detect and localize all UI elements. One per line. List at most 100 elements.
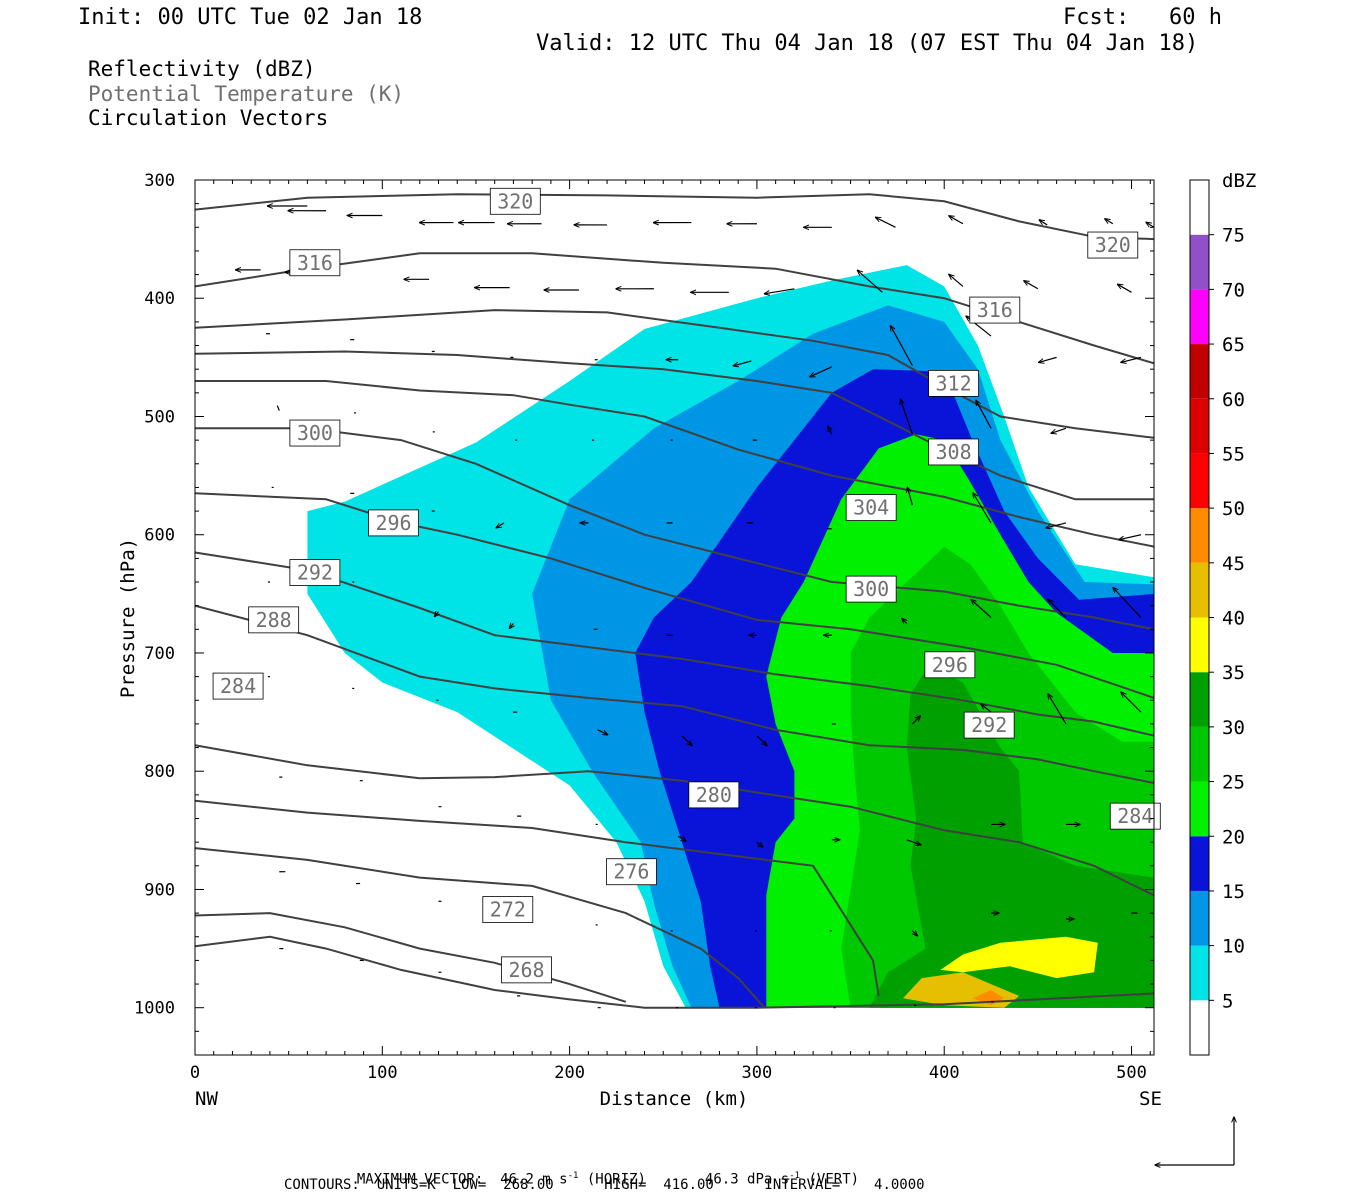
theta-contour-labels: 3203203163163123083043003002962962922922…: [212, 187, 1161, 984]
colorbar-bin: [1190, 398, 1209, 454]
colorbar-unit-label: dBZ: [1222, 170, 1256, 192]
plot-frame: [194, 179, 1155, 1056]
theta-contour-label: 292: [963, 711, 1015, 739]
theta-contour-label-text: 320: [1095, 233, 1131, 257]
circulation-vector: [1039, 356, 1057, 362]
theta-contour-label-text: 268: [508, 958, 544, 982]
horizontal-suffix: (HORIZ): [586, 1171, 646, 1188]
theta-contour-label: 284: [1109, 802, 1161, 830]
colorbar-tick-label: 55: [1222, 443, 1245, 465]
theta-contour-label: 276: [606, 858, 657, 886]
circulation-vector: [509, 623, 513, 628]
circulation-vector: [1105, 219, 1114, 225]
theta-contour-label: 320: [1087, 231, 1139, 259]
x-left-direction: NW: [195, 1088, 218, 1110]
vertical-max-exponent: -1: [789, 1171, 801, 1181]
colorbar-tick-label: 45: [1222, 553, 1245, 575]
circulation-vector: [949, 274, 964, 287]
theta-contour-label-text: 276: [613, 860, 649, 884]
theta-contour-label-text: 288: [256, 608, 292, 632]
x-tick-label: 0: [190, 1063, 200, 1083]
x-tick-label: 100: [367, 1063, 398, 1083]
maximum-vector-line: MAXIMUM VECTOR: 46.2 m s-1 (HORIZ) 46.3 …: [340, 1158, 859, 1187]
theta-contour-288: [195, 604, 1154, 784]
theta-contour-label: 292: [289, 559, 341, 586]
x-right-direction: SE: [1139, 1088, 1162, 1110]
reference-vector-key: [1155, 1117, 1234, 1165]
field-reflectivity-label: Reflectivity (dBZ): [88, 57, 316, 81]
theta-contour-304: [195, 380, 1154, 548]
circulation-vector: [907, 487, 913, 506]
theta-contour-308: [195, 350, 1154, 501]
colorbar-bin: [1190, 453, 1209, 509]
reflectivity-region-30: [869, 664, 1154, 1008]
circulation-vector: [756, 842, 763, 847]
colorbar-bin: [1190, 617, 1209, 673]
valid-time: Valid: 12 UTC Thu 04 Jan 18 (07 EST Thu …: [536, 31, 1199, 56]
circulation-vector: [973, 493, 992, 524]
y-tick-label: 700: [144, 644, 175, 664]
theta-contour-280: [195, 799, 880, 997]
colorbar-bin: [1190, 344, 1209, 399]
circulation-vector: [597, 729, 608, 735]
theta-contour-label-text: 300: [853, 577, 889, 601]
reflectivity-shading: [307, 265, 1154, 1008]
circulation-vector: [900, 399, 913, 435]
theta-contour-label-text: 296: [375, 511, 411, 535]
circulation-vector: [496, 522, 505, 528]
theta-contours: [195, 193, 1154, 1009]
circulation-vector: [677, 835, 686, 841]
vertical-suffix: (VERT): [808, 1171, 860, 1188]
circulation-vector: [912, 931, 917, 936]
colorbar: 5 10 15 20 25 30 35 40 45 50 55 60 65 70 75 dBZ: [1189, 170, 1256, 1056]
y-tick-label: 500: [144, 407, 175, 427]
field-vectors-label: Circulation Vectors: [88, 106, 329, 130]
theta-contour-276: [195, 847, 766, 1009]
y-tick-label: 300: [144, 171, 175, 191]
theta-contour-label-text: 308: [936, 440, 972, 464]
colorbar-tick-label: 10: [1222, 936, 1245, 958]
colorbar-bin: [1190, 508, 1209, 563]
circulation-vector: [435, 612, 439, 617]
circulation-vector: [828, 426, 832, 435]
colorbar-tick-label: 30: [1222, 717, 1245, 739]
circulation-vector: [1051, 427, 1067, 433]
colorbar-bin: [1190, 562, 1209, 618]
circulation-vector: [890, 326, 913, 366]
theta-contour-label: 320: [489, 187, 541, 215]
theta-contour-label-text: 284: [220, 674, 256, 698]
theta-contour-label: 308: [928, 438, 979, 466]
circulation-vector: [1121, 356, 1142, 362]
horizontal-max-value: 46.2 m s: [500, 1171, 568, 1188]
circulation-vector: [976, 400, 992, 429]
colorbar-bin: [1190, 945, 1209, 1001]
theta-contour-label: 316: [289, 249, 341, 277]
theta-contour-320: [195, 193, 1154, 241]
x-tick-label: 200: [554, 1063, 585, 1083]
x-tick-label: 300: [742, 1063, 773, 1083]
circulation-vector: [1048, 694, 1067, 725]
reflectivity-region-35: [940, 936, 1098, 979]
theta-contour-label-text: 272: [490, 898, 526, 922]
theta-contour-label: 284: [212, 672, 264, 700]
y-tick-label: 800: [144, 762, 175, 782]
contours-info-line: CONTOURS: UNITS=K LOW= 268.00 HIGH= 416.…: [284, 1177, 925, 1193]
colorbar-bin: [1190, 180, 1209, 235]
theta-contour-label-text: 304: [853, 496, 889, 520]
vertical-max-value: 46.3 dPa s: [704, 1171, 790, 1188]
forecast-hour: Fcst: 60 h: [1063, 5, 1222, 30]
x-axis-label: Distance (km): [600, 1088, 749, 1110]
circulation-vector: [1024, 281, 1039, 290]
circulation-vector: [1039, 220, 1048, 226]
circulation-vector: [1118, 284, 1132, 293]
x-tick-label: 400: [929, 1063, 960, 1083]
theta-contour-label: 304: [845, 494, 897, 521]
theta-contour-label-text: 280: [696, 783, 732, 807]
theta-contour-label-text: 320: [497, 189, 533, 213]
circulation-vector: [1113, 588, 1142, 618]
x-tick-label: 500: [1116, 1063, 1147, 1083]
circulation-vector: [906, 839, 921, 845]
theta-contour-label-text: 300: [297, 421, 333, 445]
colorbar-tick-label: 75: [1222, 225, 1245, 247]
